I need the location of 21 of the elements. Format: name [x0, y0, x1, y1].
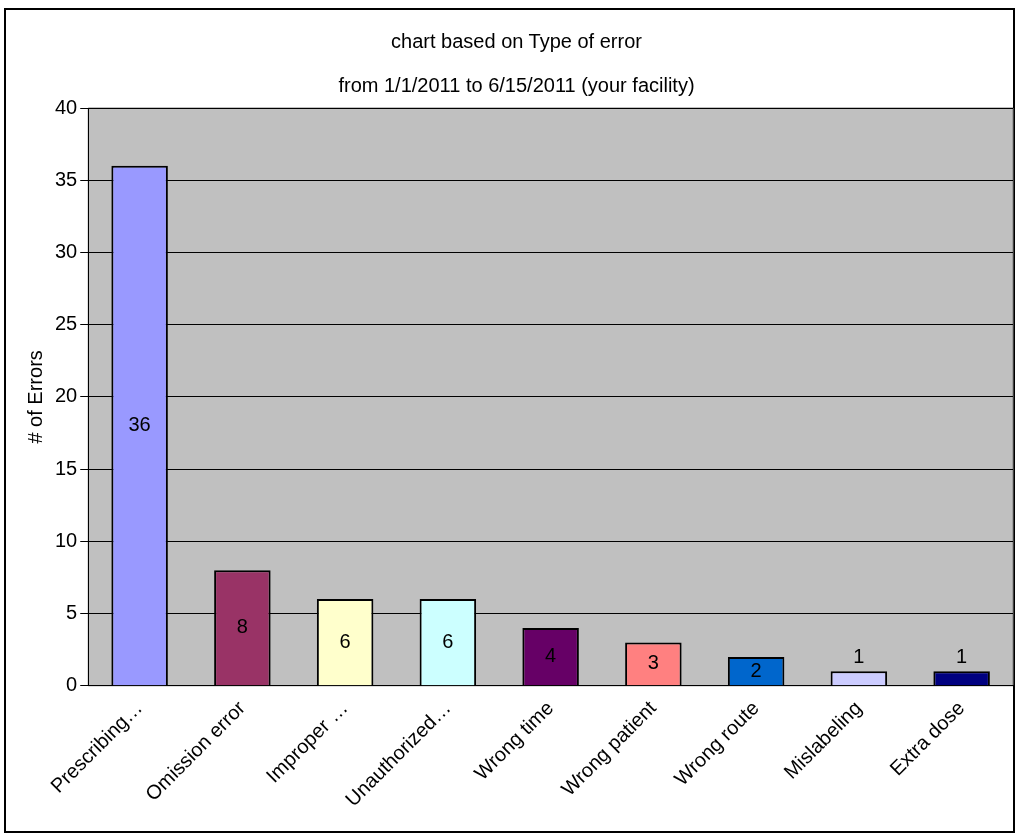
data-label: 2 [750, 658, 762, 681]
data-label: 1 [956, 644, 968, 667]
y-axis-title: # of Errors [23, 350, 46, 444]
data-label: 3 [647, 651, 659, 674]
data-label: 6 [442, 629, 454, 652]
y-tick-label: 20 [55, 384, 78, 407]
y-tick-label: 0 [66, 673, 78, 696]
data-label: 6 [339, 629, 351, 652]
y-tick-label: 25 [55, 312, 78, 335]
data-label: 4 [545, 644, 557, 667]
data-label: 8 [236, 615, 248, 638]
data-label: 1 [853, 644, 865, 667]
y-tick-label: 5 [66, 601, 78, 624]
y-tick-label: 10 [55, 528, 78, 551]
y-tick-label: 40 [55, 95, 78, 118]
chart-subtitle: from 1/1/2011 to 6/15/2011 (your facility) [338, 73, 695, 96]
y-tick-label: 30 [55, 239, 78, 262]
y-tick-label: 15 [55, 456, 78, 479]
chart-title: chart based on Type of error [391, 29, 643, 52]
y-tick-label: 35 [55, 167, 78, 190]
data-label: 36 [128, 413, 151, 436]
